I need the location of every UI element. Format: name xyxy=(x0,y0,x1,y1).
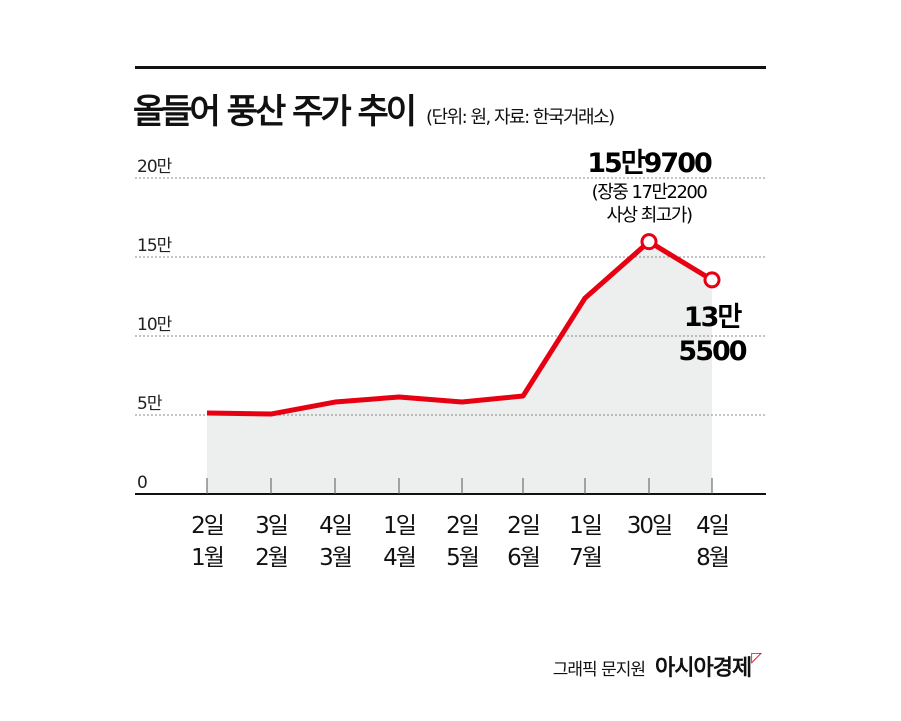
x-tick-label: 7월 xyxy=(569,545,601,571)
x-tick-label: 8월 xyxy=(696,545,728,571)
y-tick-label: 0 xyxy=(137,473,147,493)
x-tick-label: 1월 xyxy=(191,545,223,571)
x-tick-label: 2일 xyxy=(507,513,539,539)
publisher-logo: 아시아경제◸ xyxy=(655,650,762,682)
data-point-marker xyxy=(640,233,658,251)
series-line xyxy=(206,239,714,417)
x-tick-label: 30일 xyxy=(627,513,671,539)
footer: 그래픽 문지원 아시아경제◸ xyxy=(552,650,762,682)
area-fill xyxy=(207,241,712,494)
logo-mark-icon: ◸ xyxy=(751,650,762,666)
x-tick-label: 3일 xyxy=(255,513,287,539)
y-tick-label: 5만 xyxy=(137,394,163,414)
x-tick-label: 5월 xyxy=(446,545,478,571)
y-tick-label: 15만 xyxy=(137,236,173,256)
x-tick-label: 4월 xyxy=(383,545,415,571)
data-point-marker xyxy=(703,271,721,289)
y-tick-label: 20만 xyxy=(137,157,173,177)
annotation-record: 사상 최고가) xyxy=(606,205,692,226)
title-rule xyxy=(135,66,766,69)
x-tick-label: 1일 xyxy=(569,513,601,539)
y-tick-label: 10만 xyxy=(137,315,173,335)
x-tick-label: 2일 xyxy=(446,513,478,539)
credit: 그래픽 문지원 xyxy=(552,660,646,680)
data-label-last-2: 5500 xyxy=(678,336,746,367)
x-tick-label: 2일 xyxy=(191,513,223,539)
chart-title: 올들어 풍산 주가 추이 xyxy=(133,92,417,132)
annotation-intraday: (장중 17만2200 xyxy=(592,182,708,203)
x-tick-label: 2월 xyxy=(255,545,287,571)
x-tick-label: 6월 xyxy=(507,545,539,571)
x-tick-label: 4일 xyxy=(319,513,351,539)
logo-text: 아시아경제 xyxy=(655,656,752,681)
chart-subtitle: (단위: 원, 자료: 한국거래소) xyxy=(426,107,615,128)
data-label-last: 13만 xyxy=(684,302,743,333)
x-tick-label: 4일 xyxy=(696,513,728,539)
x-tick-label: 1일 xyxy=(383,513,415,539)
x-tick-label: 3월 xyxy=(319,545,351,571)
title-bar: 올들어 풍산 주가 추이 (단위: 원, 자료: 한국거래소) xyxy=(133,84,615,133)
data-label-peak: 15만9700 xyxy=(587,148,712,179)
